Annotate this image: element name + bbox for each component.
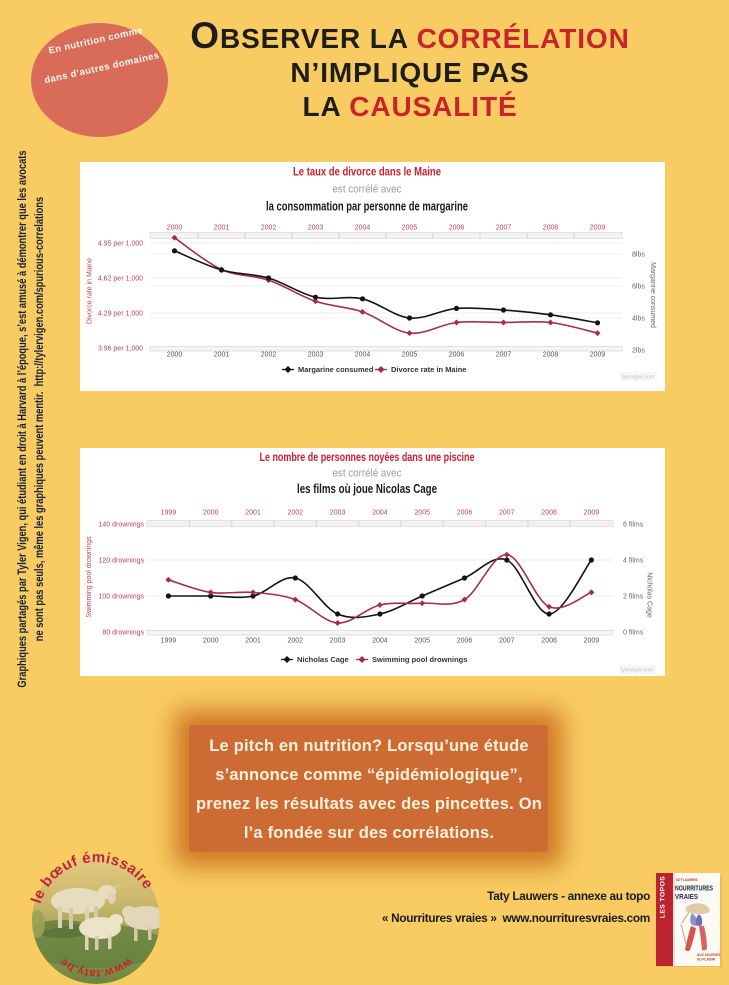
svg-text:2000: 2000 (167, 225, 183, 232)
svg-text:Divorce rate in Maine: Divorce rate in Maine (391, 365, 466, 374)
svg-text:2003: 2003 (308, 352, 324, 359)
svg-text:2000: 2000 (167, 352, 183, 359)
svg-text:Nicholas Cage: Nicholas Cage (297, 655, 349, 664)
svg-text:4 films: 4 films (623, 558, 644, 565)
svg-text:1999: 1999 (161, 638, 177, 645)
svg-text:2009: 2009 (584, 638, 600, 645)
svg-text:2005: 2005 (402, 225, 418, 232)
svg-text:2009: 2009 (590, 352, 606, 359)
svg-text:0 films: 0 films (623, 630, 644, 637)
svg-text:2002: 2002 (288, 638, 304, 645)
svg-text:2 films: 2 films (623, 594, 644, 601)
svg-text:2002: 2002 (261, 225, 277, 232)
svg-text:2000: 2000 (203, 638, 219, 645)
svg-text:8lbs: 8lbs (632, 252, 645, 259)
svg-text:4.29 per 1,000: 4.29 per 1,000 (98, 311, 143, 318)
svg-text:4.62 per 1,000: 4.62 per 1,000 (98, 276, 143, 283)
svg-text:NOURRITURES: NOURRITURES (675, 886, 713, 893)
svg-text:140 drownings: 140 drownings (98, 522, 144, 529)
svg-text:2008: 2008 (541, 638, 557, 645)
svg-text:2006: 2006 (449, 225, 465, 232)
svg-text:2007: 2007 (499, 510, 515, 517)
svg-text:est corrélé avec: est corrélé avec (333, 468, 402, 480)
svg-text:2004: 2004 (372, 510, 388, 517)
svg-text:2008: 2008 (541, 510, 557, 517)
svg-text:100 drownings: 100 drownings (98, 594, 144, 601)
svg-text:80 drownings: 80 drownings (102, 630, 144, 637)
svg-text:2004: 2004 (372, 638, 388, 645)
svg-text:1999: 1999 (161, 510, 177, 517)
svg-text:les films où joue Nicolas Cage: les films où joue Nicolas Cage (297, 482, 437, 496)
svg-text:Swimming pool drownings: Swimming pool drownings (372, 655, 467, 664)
svg-text:Le taux de divorce dans le Mai: Le taux de divorce dans le Maine (293, 167, 441, 179)
svg-text:2002: 2002 (261, 352, 277, 359)
svg-text:2005: 2005 (414, 510, 430, 517)
svg-text:2001: 2001 (214, 352, 230, 359)
svg-text:Nicholas Cage: Nicholas Cage (646, 572, 653, 618)
svg-text:2005: 2005 (414, 638, 430, 645)
svg-text:2001: 2001 (214, 225, 230, 232)
svg-text:2006: 2006 (457, 638, 473, 645)
svg-text:4.95 per 1,000: 4.95 per 1,000 (98, 241, 143, 248)
svg-text:4lbs: 4lbs (632, 316, 645, 323)
svg-text:VRAIES: VRAIES (675, 894, 698, 901)
svg-text:tylervigen.com: tylervigen.com (621, 668, 653, 674)
svg-text:Margarine consumed: Margarine consumed (649, 262, 656, 328)
svg-text:2lbs: 2lbs (632, 348, 645, 355)
svg-text:2007: 2007 (499, 638, 515, 645)
svg-text:tylervigen.com: tylervigen.com (622, 375, 654, 381)
svg-text:2003: 2003 (308, 225, 324, 232)
svg-text:2009: 2009 (584, 510, 600, 517)
svg-text:AUX SOURCES: AUX SOURCES (697, 953, 720, 957)
svg-text:2001: 2001 (245, 510, 261, 517)
svg-text:2000: 2000 (203, 510, 219, 517)
svg-text:la consommation par personne d: la consommation par personne de margarin… (266, 200, 468, 214)
svg-text:Margarine consumed: Margarine consumed (298, 365, 374, 374)
svg-text:120 drownings: 120 drownings (98, 558, 144, 565)
svg-text:6lbs: 6lbs (632, 284, 645, 291)
svg-text:2008: 2008 (543, 352, 559, 359)
svg-text:2008: 2008 (543, 225, 559, 232)
svg-text:Swimming pool drownings: Swimming pool drownings (86, 536, 93, 618)
svg-text:2007: 2007 (496, 352, 512, 359)
svg-text:2001: 2001 (245, 638, 261, 645)
svg-text:2006: 2006 (449, 352, 465, 359)
svg-text:3.96 per 1,000: 3.96 per 1,000 (98, 346, 143, 353)
svg-text:2004: 2004 (355, 352, 371, 359)
svg-text:2006: 2006 (457, 510, 473, 517)
svg-text:Le nombre de personnes noyées: Le nombre de personnes noyées dans une p… (260, 452, 475, 464)
svg-text:2003: 2003 (330, 510, 346, 517)
svg-text:est corrélé avec: est corrélé avec (333, 184, 402, 196)
svg-text:2009: 2009 (590, 225, 606, 232)
svg-text:2004: 2004 (355, 225, 371, 232)
svg-text:DU PLAISIR: DU PLAISIR (697, 958, 716, 962)
svg-text:6 films: 6 films (623, 522, 644, 529)
svg-text:LES TOPOS: LES TOPOS (660, 876, 667, 918)
svg-text:2005: 2005 (402, 352, 418, 359)
svg-text:Divorce rate in Maine: Divorce rate in Maine (87, 258, 94, 324)
svg-text:TATY LAUWERS: TATY LAUWERS (676, 877, 698, 882)
svg-text:2007: 2007 (496, 225, 512, 232)
svg-text:2003: 2003 (330, 638, 346, 645)
svg-text:2002: 2002 (288, 510, 304, 517)
